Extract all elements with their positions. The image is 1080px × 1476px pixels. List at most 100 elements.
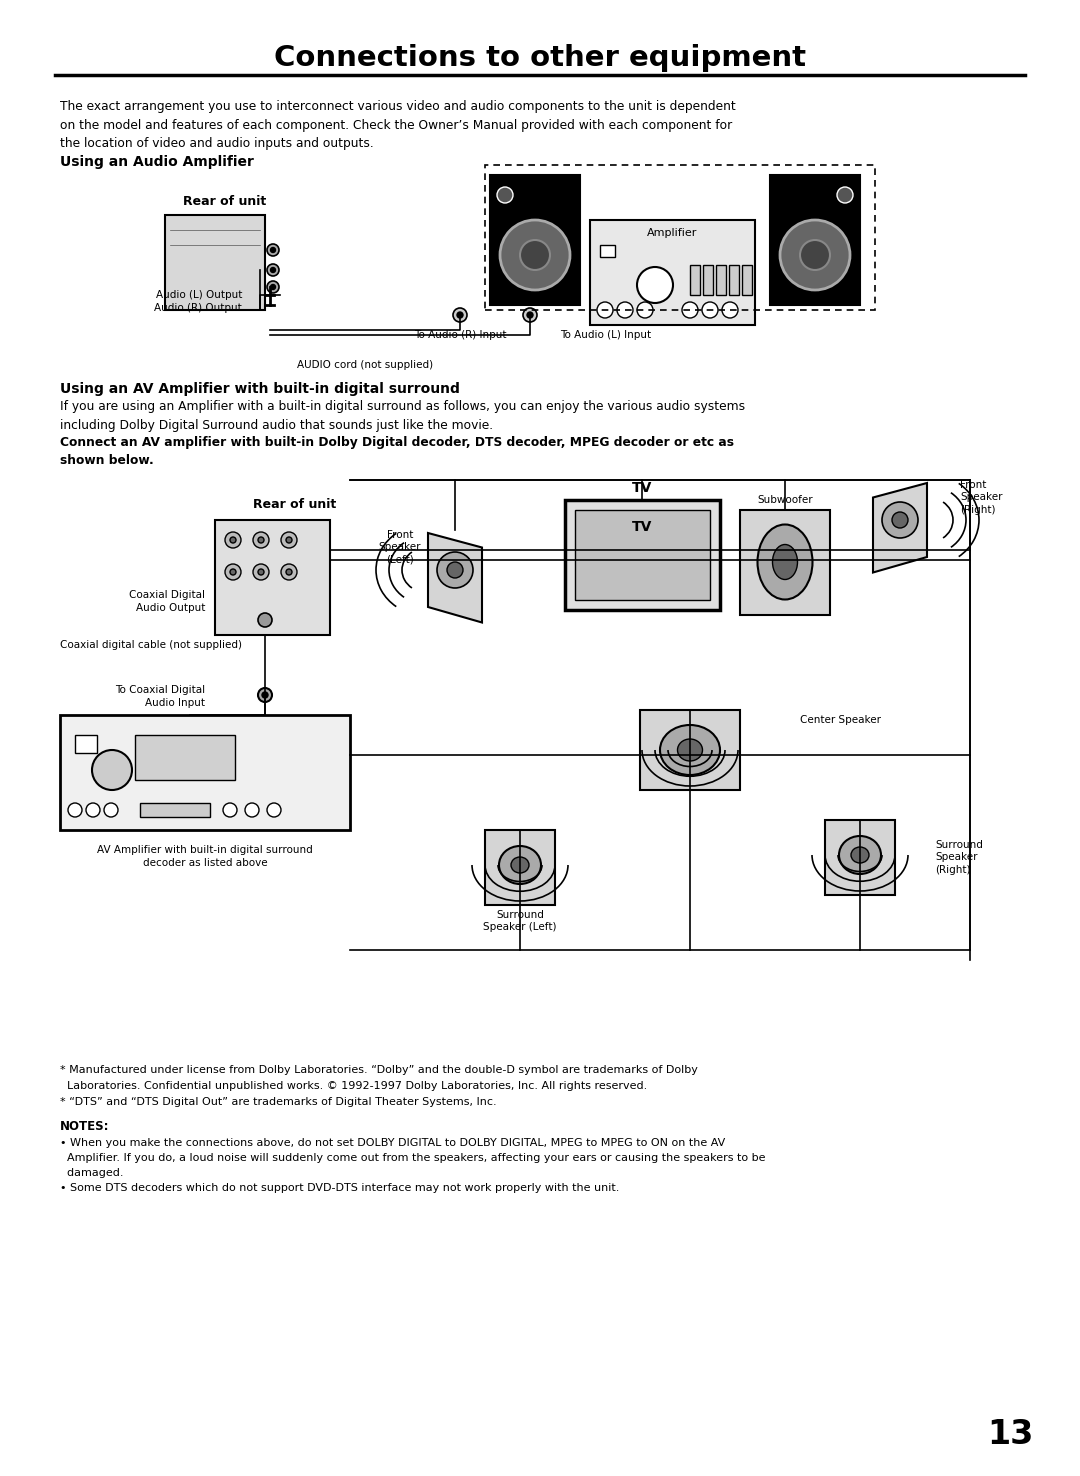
Text: Amplifier. If you do, a loud noise will suddenly come out from the speakers, aff: Amplifier. If you do, a loud noise will … [60,1153,766,1163]
Text: Rear of unit: Rear of unit [254,497,337,511]
Circle shape [519,241,550,270]
Bar [703,266,713,295]
Bar [485,165,875,310]
Text: Laboratories. Confidential unpublished works. © 1992-1997 Dolby Laboratories, In: Laboratories. Confidential unpublished w… [60,1080,647,1091]
Circle shape [92,750,132,790]
Text: Audio (L) Output: Audio (L) Output [156,289,242,300]
Circle shape [780,220,850,289]
Circle shape [245,803,259,818]
Circle shape [267,244,279,255]
Circle shape [437,552,473,587]
Bar [135,735,235,779]
Circle shape [270,267,275,273]
Circle shape [681,303,698,317]
Circle shape [637,267,673,303]
Text: Connect an AV amplifier with built-in Dolby Digital decoder, DTS decoder, MPEG d: Connect an AV amplifier with built-in Do… [60,435,734,468]
Circle shape [86,803,100,818]
Circle shape [447,562,463,579]
Circle shape [258,537,264,543]
Ellipse shape [660,725,720,775]
Text: TV: TV [632,520,652,534]
Circle shape [497,187,513,204]
Circle shape [882,502,918,537]
Circle shape [723,303,738,317]
Bar [485,830,555,905]
Text: * “DTS” and “DTS Digital Out” are trademarks of Digital Theater Systems, Inc.: * “DTS” and “DTS Digital Out” are tradem… [60,1097,497,1107]
Bar [590,220,755,325]
Circle shape [222,803,237,818]
Text: • When you make the connections above, do not set DOLBY DIGITAL to DOLBY DIGITAL: • When you make the connections above, d… [60,1138,726,1148]
Ellipse shape [677,739,702,762]
Text: If you are using an Amplifier with a built-in digital surround as follows, you c: If you are using an Amplifier with a bui… [60,400,745,431]
Text: Amplifier: Amplifier [647,227,698,238]
Circle shape [270,285,275,289]
Text: Center Speaker: Center Speaker [800,714,881,725]
Circle shape [527,311,534,317]
Ellipse shape [839,835,881,874]
Circle shape [453,308,467,322]
Text: Using an Audio Amplifier: Using an Audio Amplifier [60,155,254,168]
Circle shape [230,537,237,543]
Text: Surround
Speaker
(Right): Surround Speaker (Right) [935,840,983,875]
Bar [575,511,710,601]
Text: AUDIO cord (not supplied): AUDIO cord (not supplied) [297,360,433,370]
Bar [825,821,895,894]
Circle shape [258,613,272,627]
Circle shape [286,570,292,576]
Circle shape [892,512,908,528]
Ellipse shape [757,524,812,599]
Circle shape [68,803,82,818]
Bar [770,176,860,306]
Circle shape [258,570,264,576]
Bar [690,266,700,295]
Circle shape [253,531,269,548]
Bar [740,511,831,615]
Ellipse shape [851,847,869,863]
Circle shape [800,241,831,270]
Bar [729,266,739,295]
Text: damaged.: damaged. [60,1168,123,1178]
Circle shape [267,280,279,294]
Circle shape [637,303,653,317]
Circle shape [523,308,537,322]
Text: Subwoofer: Subwoofer [757,494,813,505]
Circle shape [225,564,241,580]
Text: Rear of unit: Rear of unit [184,195,267,208]
Circle shape [253,564,269,580]
Circle shape [267,803,281,818]
Circle shape [286,537,292,543]
Text: Coaxial digital cable (not supplied): Coaxial digital cable (not supplied) [60,641,242,649]
Text: The exact arrangement you use to interconnect various video and audio components: The exact arrangement you use to interco… [60,100,735,151]
Bar [165,215,265,310]
Ellipse shape [772,545,797,580]
Bar [742,266,752,295]
Bar [215,520,330,635]
Circle shape [702,303,718,317]
Circle shape [500,220,570,289]
Text: • Some DTS decoders which do not support DVD-DTS interface may not work properly: • Some DTS decoders which do not support… [60,1182,619,1193]
Circle shape [258,688,272,703]
Circle shape [837,187,853,204]
Bar [60,714,350,830]
Circle shape [267,264,279,276]
Bar [565,500,720,610]
Text: TV: TV [632,481,652,494]
Bar [140,803,210,818]
Text: Connections to other equipment: Connections to other equipment [274,44,806,72]
Ellipse shape [511,858,529,872]
Circle shape [281,564,297,580]
Text: To Audio (L) Input: To Audio (L) Input [561,331,651,339]
Circle shape [270,248,275,252]
Circle shape [104,803,118,818]
Text: Surround
Speaker (Left): Surround Speaker (Left) [483,911,557,933]
Circle shape [597,303,613,317]
Text: Using an AV Amplifier with built-in digital surround: Using an AV Amplifier with built-in digi… [60,382,460,396]
Bar [716,266,726,295]
Circle shape [457,311,463,317]
Polygon shape [428,533,482,623]
Text: To Coaxial Digital
Audio Input: To Coaxial Digital Audio Input [114,685,205,708]
Bar [640,710,740,790]
Text: Audio (R) Output: Audio (R) Output [154,303,242,313]
Circle shape [617,303,633,317]
Text: Coaxial Digital
Audio Output: Coaxial Digital Audio Output [129,590,205,613]
